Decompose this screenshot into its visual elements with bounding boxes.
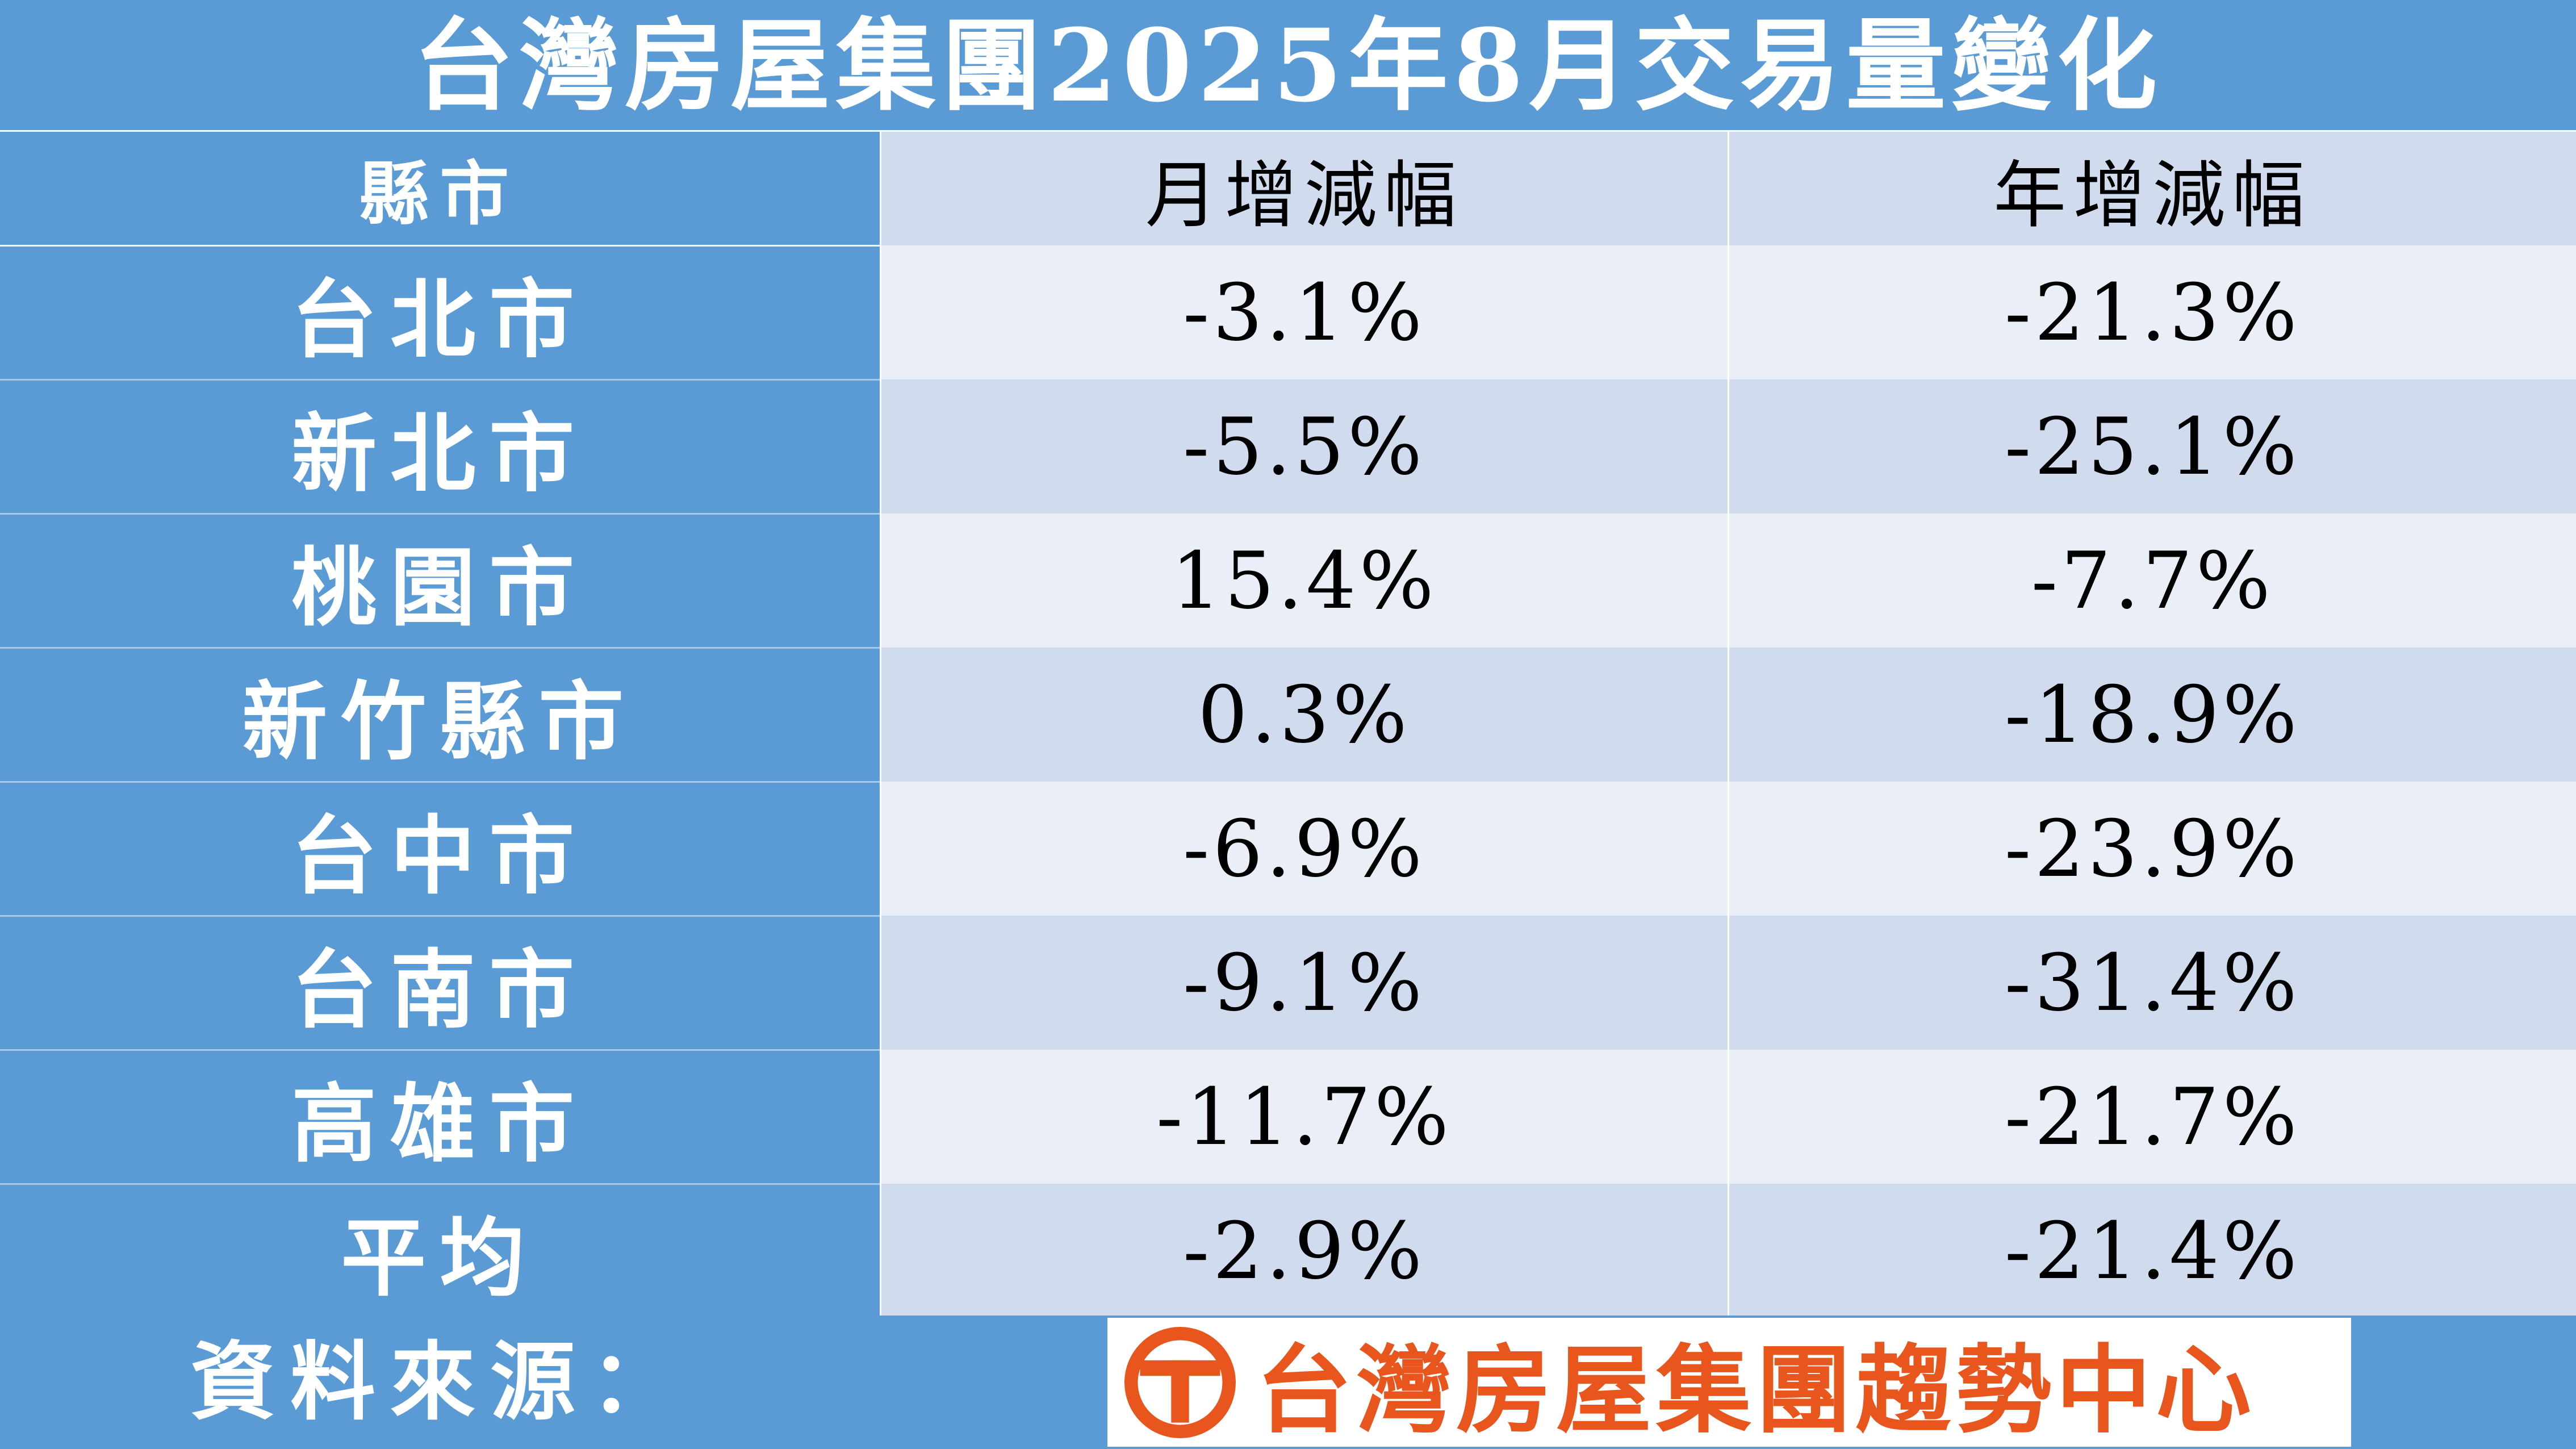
mom-cell: -2.9%: [879, 1184, 1728, 1318]
yoy-cell: -31.4%: [1727, 916, 2576, 1050]
table-row: 新北市 -5.5% -25.1%: [0, 378, 2576, 513]
mom-cell: -9.1%: [879, 916, 1728, 1050]
yoy-cell: -21.3%: [1727, 245, 2576, 379]
table-row: 台南市 -9.1% -31.4%: [0, 915, 2576, 1050]
source-label: 資料來源：: [190, 1332, 690, 1432]
mom-cell: -11.7%: [879, 1050, 1728, 1184]
mom-cell: 0.3%: [879, 648, 1728, 782]
taiwan-realty-logo-icon: [1124, 1326, 1236, 1438]
mom-cell: -5.5%: [879, 379, 1728, 513]
yoy-cell: -23.9%: [1727, 782, 2576, 916]
logo-text: 台灣房屋集團趨勢中心: [1256, 1335, 2256, 1446]
yoy-cell: -7.7%: [1727, 513, 2576, 648]
table-row: 高雄市 -11.7% -21.7%: [0, 1049, 2576, 1184]
city-cell: 新竹縣市: [0, 646, 880, 782]
table-row: 台中市 -6.9% -23.9%: [0, 780, 2576, 916]
city-cell: 台中市: [0, 780, 880, 916]
yoy-cell: -21.4%: [1727, 1184, 2576, 1318]
transaction-table: 縣市 月增減幅 年增減幅 台北市 -3.1% -21.3% 新北市 -5.5% …: [0, 132, 2576, 1318]
mom-cell: 15.4%: [879, 513, 1728, 648]
city-cell: 新北市: [0, 378, 880, 513]
table-row: 桃園市 15.4% -7.7%: [0, 512, 2576, 648]
column-header-mom: 月增減幅: [879, 132, 1728, 245]
city-cell: 台南市: [0, 915, 880, 1050]
mom-cell: -3.1%: [879, 245, 1728, 379]
city-cell: 台北市: [0, 244, 880, 379]
column-header-yoy: 年增減幅: [1727, 132, 2576, 245]
table-row-average: 平均 -2.9% -21.4%: [0, 1183, 2576, 1318]
column-header-city: 縣市: [0, 132, 880, 247]
city-cell: 桃園市: [0, 512, 880, 648]
source-footer: 資料來源： 台灣房屋集團趨勢中心: [0, 1316, 2576, 1449]
page-title: 台灣房屋集團2025年8月交易量變化: [0, 0, 2576, 132]
yoy-cell: -21.7%: [1727, 1050, 2576, 1184]
yoy-cell: -25.1%: [1727, 379, 2576, 513]
table-row: 新竹縣市 0.3% -18.9%: [0, 646, 2576, 782]
table-header-row: 縣市 月增減幅 年增減幅: [0, 132, 2576, 247]
source-logo: 台灣房屋集團趨勢中心: [1107, 1318, 2351, 1447]
mom-cell: -6.9%: [879, 782, 1728, 916]
table-row: 台北市 -3.1% -21.3%: [0, 244, 2576, 379]
city-cell: 高雄市: [0, 1049, 880, 1184]
city-cell: 平均: [0, 1183, 880, 1318]
yoy-cell: -18.9%: [1727, 648, 2576, 782]
